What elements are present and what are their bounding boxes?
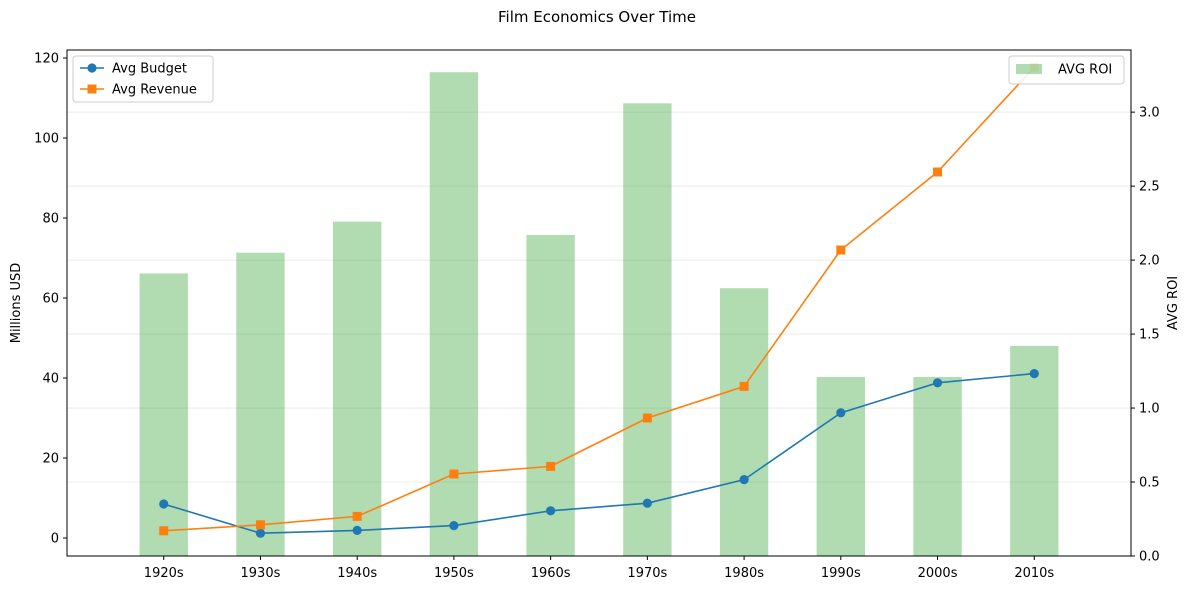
roi-bar-2000s bbox=[913, 376, 962, 556]
legend-avg-revenue-label: Avg Revenue bbox=[112, 83, 197, 98]
avg-revenue-point-1970s bbox=[642, 413, 652, 423]
right-tick-label-3.0: 3.0 bbox=[1139, 106, 1160, 121]
roi-bar-1970s bbox=[623, 103, 672, 557]
left-tick-label-0: 0 bbox=[51, 532, 59, 547]
roi-bar-1960s bbox=[526, 234, 575, 556]
roi-bars bbox=[139, 72, 1059, 557]
legend-left: Avg Budget Avg Revenue bbox=[72, 55, 214, 103]
legend-roi-swatch bbox=[1016, 64, 1042, 74]
legend-avg-revenue-marker bbox=[87, 84, 97, 94]
roi-bar-1940s bbox=[333, 221, 382, 556]
legend-left-box bbox=[72, 55, 214, 103]
x-tick-label-1950s: 1950s bbox=[434, 566, 474, 581]
roi-bar-1930s bbox=[236, 252, 285, 556]
left-axis-label: Millions USD bbox=[9, 263, 24, 344]
avg-revenue-line bbox=[163, 66, 1035, 532]
right-tick-label-2.5: 2.5 bbox=[1139, 180, 1160, 195]
avg-budget-point-1970s bbox=[642, 498, 652, 508]
right-tick-label-1.5: 1.5 bbox=[1139, 328, 1160, 343]
roi-bar-1990s bbox=[816, 376, 865, 556]
left-tick-label-120: 120 bbox=[34, 52, 59, 67]
legend-avg-budget-marker bbox=[87, 63, 97, 73]
legend-roi-label: AVG ROI bbox=[1058, 63, 1112, 78]
right-tick-label-0.5: 0.5 bbox=[1139, 476, 1160, 491]
left-tick-label-100: 100 bbox=[34, 132, 59, 147]
legend-right: AVG ROI bbox=[1008, 55, 1125, 85]
left-tick-label-40: 40 bbox=[42, 372, 59, 387]
avg-budget-point-1930s bbox=[255, 528, 266, 538]
right-axis-label: AVG ROI bbox=[1166, 276, 1181, 330]
avg-budget-point-1920s bbox=[159, 499, 169, 509]
avg-revenue-point-1950s bbox=[449, 469, 459, 479]
avg-budget-point-1940s bbox=[352, 525, 362, 536]
left-tick-label-60: 60 bbox=[42, 292, 59, 307]
avg-revenue-point-2000s bbox=[933, 167, 943, 177]
avg-budget-point-1950s bbox=[449, 521, 459, 531]
avg-revenue-point-1940s bbox=[352, 511, 362, 521]
x-tick-label-2000s: 2000s bbox=[918, 566, 958, 581]
avg-revenue-point-1990s bbox=[836, 245, 846, 255]
left-tick-label-80: 80 bbox=[42, 212, 59, 227]
avg-revenue-point-1930s bbox=[255, 520, 265, 530]
right-tick-label-2.0: 2.0 bbox=[1139, 254, 1160, 269]
legend-right-box bbox=[1008, 55, 1125, 85]
right-tick-label-0.0: 0.0 bbox=[1139, 550, 1160, 565]
x-tick-label-1970s: 1970s bbox=[627, 566, 667, 581]
x-axis-ticks: 1920s 1930s 1940s 1950s 1960s 1970s 1980s 1990s… bbox=[144, 556, 1054, 581]
left-tick-label-20: 20 bbox=[42, 452, 59, 467]
grid bbox=[67, 111, 1131, 557]
avg-budget-point-1960s bbox=[546, 506, 556, 516]
avg-budget-point-1980s bbox=[739, 475, 749, 485]
x-tick-label-1990s: 1990s bbox=[821, 566, 861, 581]
x-tick-label-1960s: 1960s bbox=[531, 566, 571, 581]
avg-revenue-point-1960s bbox=[546, 461, 556, 471]
avg-budget-point-2000s bbox=[932, 378, 943, 388]
x-tick-label-1930s: 1930s bbox=[241, 566, 281, 581]
avg-budget-point-2010s bbox=[1029, 369, 1039, 379]
x-tick-label-2010s: 2010s bbox=[1014, 566, 1054, 581]
roi-bar-1920s bbox=[139, 273, 188, 556]
line-series bbox=[159, 62, 1039, 538]
plot-frame bbox=[66, 49, 1132, 557]
x-tick-label-1980s: 1980s bbox=[724, 566, 764, 581]
legend-avg-budget-label: Avg Budget bbox=[112, 62, 187, 77]
avg-revenue-point-1920s bbox=[159, 526, 169, 536]
right-axis-ticks: 0.0 0.5 1.0 1.5 2.0 2.5 3.0 bbox=[1131, 106, 1160, 565]
roi-bar-2010s bbox=[1010, 345, 1059, 556]
left-axis-ticks: 0 20 40 60 80 100 120 bbox=[34, 52, 67, 547]
x-tick-label-1920s: 1920s bbox=[144, 566, 184, 581]
roi-bar-1980s bbox=[719, 288, 769, 556]
avg-budget-line bbox=[163, 372, 1035, 535]
roi-bar-1950s bbox=[429, 72, 479, 556]
x-tick-label-1940s: 1940s bbox=[337, 566, 377, 581]
avg-budget-point-1990s bbox=[836, 408, 846, 418]
avg-revenue-point-1980s bbox=[739, 381, 749, 391]
right-tick-label-1.0: 1.0 bbox=[1139, 402, 1160, 417]
chart-title: Film Economics Over Time bbox=[498, 8, 696, 26]
